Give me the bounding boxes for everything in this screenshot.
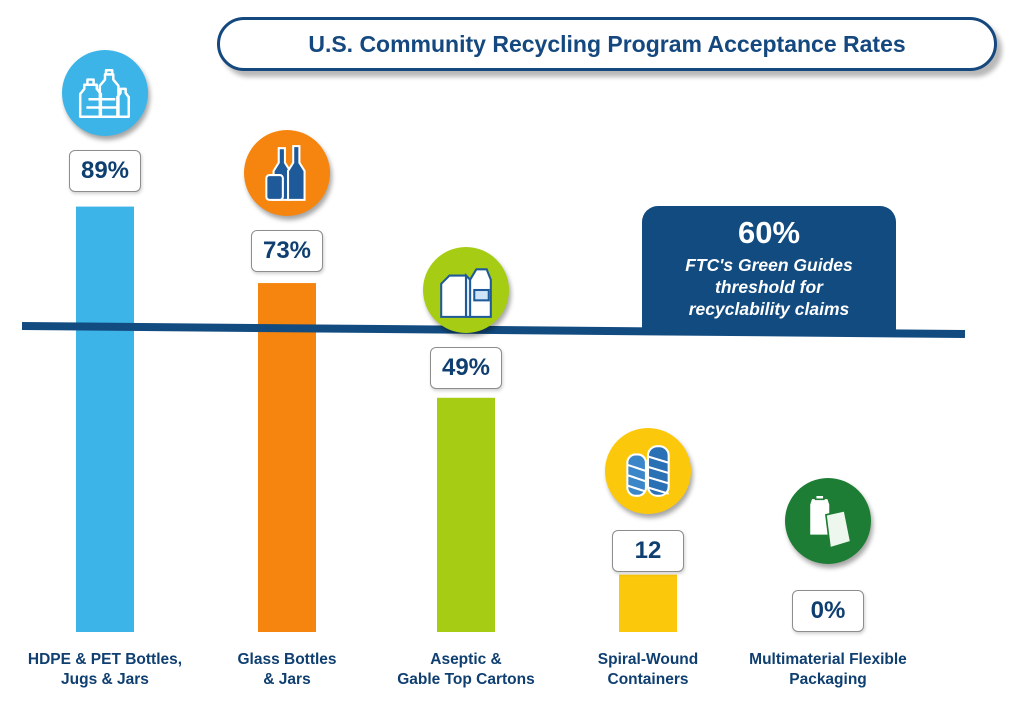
spiral-cans-icon [605,428,691,514]
category-label-3: Aseptic & Gable Top Cartons [397,651,535,688]
data-label-3: 49% [430,347,502,389]
data-label-5: 0% [792,590,864,632]
threshold-caption: FTC's Green Guides threshold for recycla… [685,255,853,319]
glass-bottles-icon [244,130,330,216]
category-label-2: Glass Bottles & Jars [237,651,337,688]
bar-4 [619,574,677,632]
threshold-callout: 60% FTC's Green Guides threshold for rec… [642,206,896,330]
data-label-1: 89% [69,150,141,192]
category-label-4: Spiral-Wound Containers [597,651,699,688]
data-label-4: 12 [612,530,684,572]
threshold-value: 60% [737,215,801,250]
category-label-1: HDPE & PET Bottles, Jugs & Jars [27,651,183,688]
bar-3 [437,397,495,632]
bar-1 [76,206,134,632]
plastic-bottles-icon [62,50,148,136]
data-label-2: 73% [251,230,323,272]
threshold-line [21,322,966,338]
category-label-5: Multimaterial Flexible Packaging [749,651,907,688]
cartons-icon [423,247,509,333]
bar-2 [258,283,316,632]
flexible-pouch-icon [785,478,871,564]
chart-title: U.S. Community Recycling Program Accepta… [217,17,997,71]
